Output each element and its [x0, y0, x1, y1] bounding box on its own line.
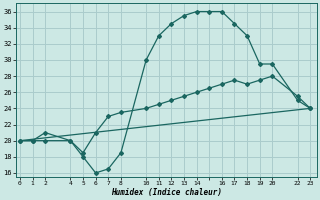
X-axis label: Humidex (Indice chaleur): Humidex (Indice chaleur)	[111, 188, 222, 197]
